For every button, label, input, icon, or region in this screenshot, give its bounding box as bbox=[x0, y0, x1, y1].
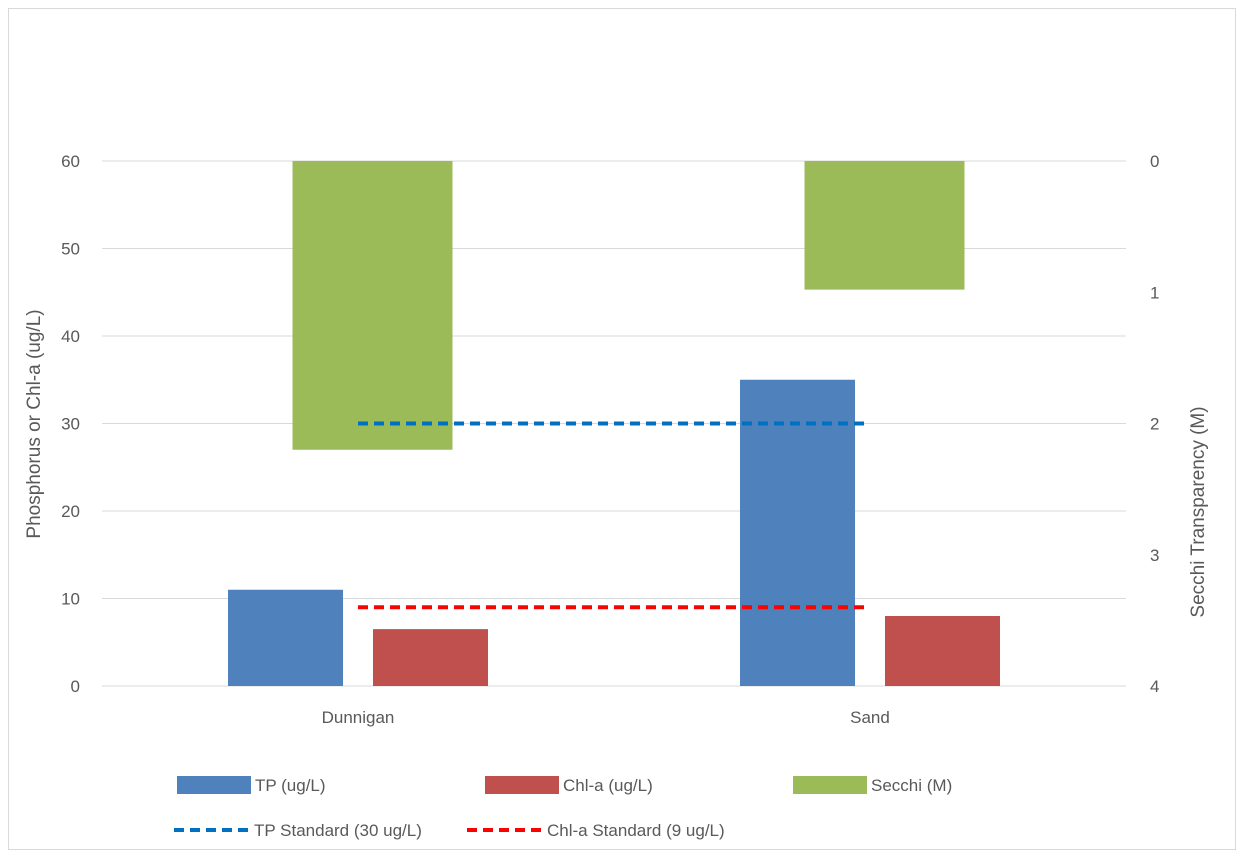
category-label: Dunnigan bbox=[322, 708, 395, 727]
left-tick-label: 10 bbox=[61, 590, 80, 609]
right-tick-label: 1 bbox=[1150, 283, 1159, 302]
right-tick-label: 4 bbox=[1150, 677, 1159, 696]
right-tick-label: 2 bbox=[1150, 415, 1159, 434]
legend-swatch bbox=[485, 776, 559, 794]
right-tick-label: 0 bbox=[1150, 152, 1159, 171]
legend-label: Chl-a Standard (9 ug/L) bbox=[547, 821, 725, 840]
legend-label: TP (ug/L) bbox=[255, 776, 326, 795]
legend-swatch bbox=[793, 776, 867, 794]
left-tick-label: 20 bbox=[61, 502, 80, 521]
legend-label: Secchi (M) bbox=[871, 776, 952, 795]
left-tick-label: 30 bbox=[61, 415, 80, 434]
bar-secchi bbox=[292, 161, 453, 450]
right-axis-title: Secchi Transparency (M) bbox=[1188, 406, 1209, 617]
bar-chla bbox=[373, 629, 488, 686]
legend-swatch bbox=[177, 776, 251, 794]
left-axis-ticks: 0 10 20 30 40 50 60 bbox=[61, 152, 80, 696]
legend-label: TP Standard (30 ug/L) bbox=[254, 821, 422, 840]
bar-chla bbox=[885, 616, 1000, 686]
legend: TP (ug/L) Chl-a (ug/L) Secchi (M) TP Standa… bbox=[174, 776, 952, 840]
bar-tp bbox=[228, 589, 343, 686]
bars bbox=[228, 161, 1000, 686]
right-axis-ticks: 0 1 2 3 4 bbox=[1150, 152, 1159, 696]
left-tick-label: 40 bbox=[61, 327, 80, 346]
left-tick-label: 50 bbox=[61, 240, 80, 259]
legend-label: Chl-a (ug/L) bbox=[563, 776, 653, 795]
chart-frame bbox=[8, 8, 1236, 850]
bar-secchi bbox=[804, 161, 965, 290]
left-axis-title: Phosphorus or Chl-a (ug/L) bbox=[24, 309, 45, 538]
left-tick-label: 60 bbox=[61, 152, 80, 171]
category-label: Sand bbox=[850, 708, 890, 727]
left-tick-label: 0 bbox=[71, 677, 80, 696]
reference-lines bbox=[358, 421, 870, 610]
bar-tp bbox=[740, 379, 855, 686]
right-tick-label: 3 bbox=[1150, 546, 1159, 565]
category-labels: Dunnigan Sand bbox=[322, 708, 890, 727]
